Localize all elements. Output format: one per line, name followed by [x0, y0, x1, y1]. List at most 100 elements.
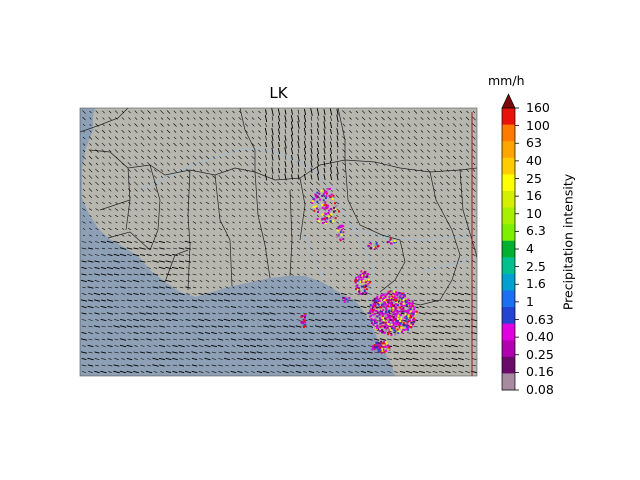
wind-vector — [82, 110, 86, 114]
wind-vector — [314, 364, 322, 367]
wind-vector — [445, 338, 451, 341]
wind-vector — [472, 142, 476, 147]
wind-vector — [329, 241, 333, 243]
wind-vector — [257, 227, 262, 231]
wind-vector — [140, 364, 145, 367]
wind-vector — [179, 241, 184, 243]
precip-cell — [374, 349, 377, 352]
wind-vector — [349, 162, 352, 166]
wind-vector — [89, 227, 92, 231]
wind-vector — [179, 338, 184, 341]
wind-vector — [322, 299, 327, 302]
wind-vector — [108, 208, 112, 211]
wind-vector — [120, 306, 126, 308]
wind-vector — [420, 286, 424, 289]
wind-vector — [401, 254, 404, 256]
precip-cell — [355, 276, 357, 279]
precip-cell — [381, 315, 384, 318]
wind-vector — [394, 234, 398, 237]
wind-vector — [231, 345, 236, 347]
wind-vector — [277, 215, 281, 217]
wind-vector — [264, 299, 268, 302]
wind-vector — [453, 188, 456, 192]
wind-vector — [289, 299, 295, 302]
wind-vector — [446, 175, 450, 179]
wind-vector — [472, 228, 476, 230]
precip-cell — [340, 237, 343, 240]
wind-vector — [446, 188, 450, 192]
wind-vector — [119, 344, 127, 348]
precip-cell — [397, 314, 400, 317]
wind-vector — [388, 143, 391, 146]
wind-vector — [452, 279, 457, 283]
precip-cell — [330, 213, 333, 216]
wind-vector — [472, 234, 476, 237]
wind-vector — [367, 370, 373, 374]
precip-cell — [398, 321, 401, 324]
wind-vector — [426, 358, 431, 360]
wind-vector — [180, 149, 183, 153]
wind-vector — [290, 141, 294, 148]
wind-vector — [264, 221, 268, 224]
wind-vector — [160, 221, 164, 224]
wind-vector — [322, 364, 327, 367]
wind-vector — [289, 293, 295, 295]
wind-vector — [322, 208, 327, 211]
wind-vector — [472, 241, 476, 243]
wind-vector — [244, 123, 249, 127]
precip-cell — [373, 313, 376, 316]
precip-cell — [385, 316, 388, 319]
precip-cell — [356, 279, 359, 282]
wind-vector — [258, 241, 261, 243]
wind-vector — [251, 175, 255, 179]
wind-vector — [309, 247, 314, 250]
wind-vector — [420, 234, 424, 237]
wind-vector — [466, 267, 469, 269]
wind-vector — [283, 234, 288, 237]
wind-vector — [258, 188, 261, 192]
precip-cell — [405, 304, 408, 306]
precip-cell — [363, 286, 366, 289]
wind-vector — [108, 130, 112, 133]
precip-cell — [394, 308, 397, 310]
wind-vector — [173, 234, 177, 237]
wind-vector — [459, 175, 463, 179]
colorbar-tick-label: 0.16 — [526, 364, 554, 380]
precip-cell — [395, 332, 398, 335]
wind-vector — [88, 168, 93, 173]
wind-vector — [186, 215, 190, 217]
wind-vector — [192, 286, 197, 289]
wind-vector — [178, 299, 185, 302]
wind-vector — [145, 305, 153, 309]
wind-vector — [328, 305, 334, 309]
wind-vector — [94, 266, 100, 270]
precip-cell — [376, 295, 379, 298]
wind-vector — [336, 188, 339, 192]
wind-vector — [329, 280, 333, 282]
wind-vector — [381, 175, 385, 179]
wind-vector — [139, 351, 146, 354]
wind-vector — [420, 175, 424, 179]
wind-vector — [368, 129, 372, 134]
precip-cell — [402, 299, 405, 301]
wind-vector — [420, 214, 424, 218]
wind-vector — [342, 182, 346, 185]
wind-vector — [367, 338, 373, 341]
wind-vector — [232, 202, 235, 204]
wind-vector — [121, 129, 125, 134]
wind-vector — [165, 279, 172, 283]
wind-vector — [232, 188, 235, 192]
precip-cell — [379, 349, 382, 352]
wind-vector — [251, 247, 255, 250]
precip-cell — [360, 278, 363, 281]
wind-vector — [120, 279, 126, 283]
precip-cell — [374, 301, 376, 304]
colorbar-segment — [502, 157, 515, 175]
precip-cell — [360, 274, 363, 277]
wind-vector — [185, 358, 191, 360]
wind-vector — [217, 299, 224, 302]
wind-vector — [303, 214, 307, 218]
wind-vector — [133, 331, 139, 335]
wind-vector — [237, 370, 243, 374]
